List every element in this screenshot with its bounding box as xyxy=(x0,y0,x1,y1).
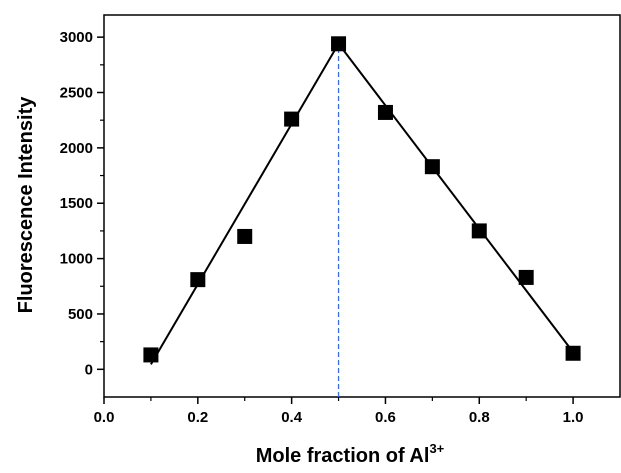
marker xyxy=(237,228,253,244)
marker xyxy=(471,223,487,239)
marker xyxy=(143,347,159,363)
x-axis-label-sup: 3+ xyxy=(429,441,444,456)
x-tick-label: 1.0 xyxy=(563,409,584,426)
y-tick-label: 1500 xyxy=(60,195,93,212)
y-tick-label: 2000 xyxy=(60,140,93,157)
plot-frame xyxy=(103,14,621,398)
marker xyxy=(284,111,300,127)
x-tick-label: 0.6 xyxy=(375,409,396,426)
marker xyxy=(565,345,581,361)
marker xyxy=(331,36,347,52)
marker xyxy=(190,272,206,288)
y-axis-label: Fluorescence Intensity xyxy=(15,96,37,314)
y-tick-label: 2500 xyxy=(60,85,93,102)
y-tick-label: 500 xyxy=(68,306,93,323)
y-tick-label: 3000 xyxy=(60,29,93,46)
x-tick-label: 0.2 xyxy=(187,409,208,426)
marker xyxy=(518,269,534,285)
fit-line xyxy=(337,43,574,353)
x-tick-label: 0.4 xyxy=(281,409,303,426)
x-tick-label: 0.0 xyxy=(94,409,115,426)
marker xyxy=(377,104,393,120)
fit-line xyxy=(150,43,340,365)
x-axis-label: Mole fraction of Al3+ xyxy=(256,441,445,467)
y-tick-label: 0 xyxy=(85,361,93,378)
x-tick-label: 0.8 xyxy=(469,409,490,426)
y-tick-label: 1000 xyxy=(60,251,93,268)
x-axis-label-main: Mole fraction of Al xyxy=(256,445,430,467)
marker xyxy=(424,159,440,175)
